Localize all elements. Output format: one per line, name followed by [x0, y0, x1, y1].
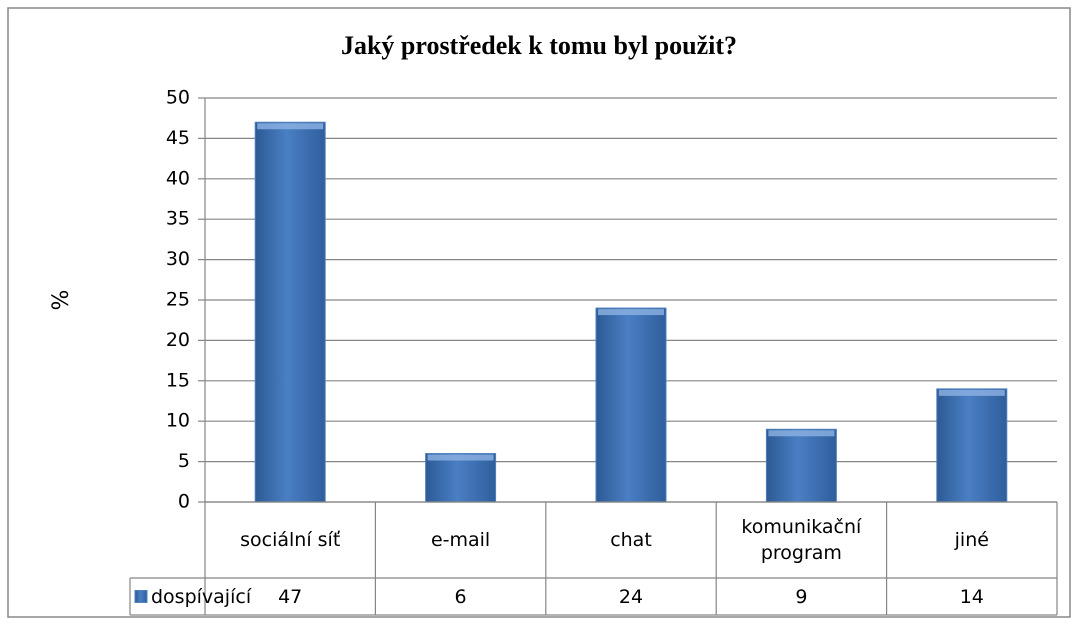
table-category: sociální síť	[240, 529, 341, 551]
table-category: komunikační program	[741, 516, 862, 564]
y-tick-label: 35	[166, 208, 190, 230]
bar-top	[768, 430, 835, 437]
bar	[765, 428, 837, 503]
y-tick-label: 10	[166, 410, 190, 432]
chart-border	[7, 7, 1071, 618]
y-tick-label: 0	[178, 491, 190, 513]
bar	[595, 307, 667, 503]
y-tick-label: 40	[166, 167, 190, 189]
bar	[254, 121, 326, 503]
y-axis-label: %	[49, 290, 74, 311]
y-tick-label: 20	[166, 329, 190, 351]
table-value: 47	[278, 585, 303, 608]
table-value: 14	[959, 585, 984, 608]
bar-top	[598, 309, 664, 316]
y-tick-label: 45	[166, 127, 190, 149]
legend-key	[134, 590, 148, 603]
y-tick-label: 15	[166, 369, 190, 391]
y-tick-label: 5	[178, 450, 190, 472]
table-value: 24	[618, 585, 644, 608]
y-tick-label: 25	[166, 289, 190, 311]
bar-top	[427, 454, 494, 461]
table-value: 9	[795, 585, 808, 608]
bar-top	[938, 389, 1005, 396]
table-category: e-mail	[430, 529, 491, 551]
bar-top	[257, 123, 324, 130]
bar	[425, 453, 497, 503]
bar	[936, 388, 1008, 503]
table-category: chat	[610, 529, 652, 551]
table-value: 6	[454, 585, 467, 608]
chart-title: Jaký prostředek k tomu byl použit?	[341, 31, 737, 60]
y-tick-label: 50	[166, 87, 190, 109]
y-tick-label: 30	[166, 248, 190, 270]
table-category: jiné	[954, 529, 989, 551]
legend-label: dospívající	[151, 586, 252, 608]
